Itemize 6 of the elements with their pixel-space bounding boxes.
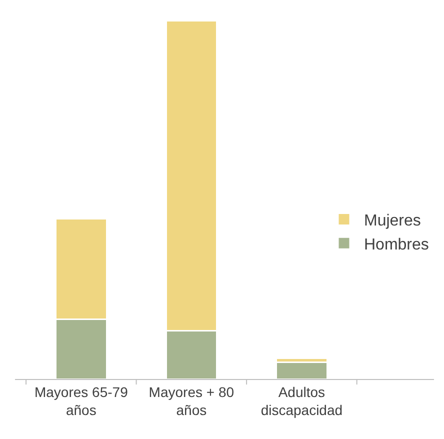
- legend-label: Hombres: [364, 236, 429, 254]
- x-tick-label: Mayores 65-79 años: [34, 384, 128, 418]
- x-tick-label: Adultos discapacidad: [260, 384, 343, 418]
- x-tick-label: Mayores + 80 años: [148, 384, 234, 418]
- bar: [276, 361, 328, 379]
- legend-label: Mujeres: [364, 212, 421, 230]
